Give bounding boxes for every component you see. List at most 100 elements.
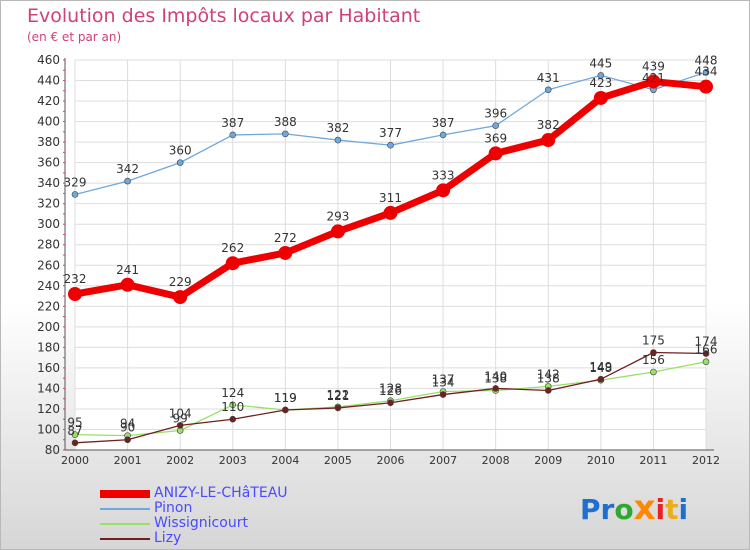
data-point [330,224,345,239]
data-point [176,159,184,166]
x-tick-label: 2004 [271,454,299,467]
y-tick-label: 260 [37,258,60,272]
data-label: 382 [326,121,349,135]
y-tick-label: 320 [37,197,60,211]
data-label: 388 [274,115,297,129]
data-label: 119 [274,391,297,405]
data-point [225,256,240,271]
data-label: 128 [379,382,402,396]
data-point [593,90,608,105]
data-label: 156 [642,353,665,367]
data-label: 434 [695,65,718,79]
data-label: 174 [695,335,718,349]
data-label: 396 [484,107,507,121]
data-label: 342 [116,162,139,176]
x-tick-label: 2006 [377,454,405,467]
data-label: 126 [379,384,402,398]
data-label: 95 [67,416,82,430]
data-label: 138 [484,371,507,385]
y-tick-label: 80 [45,443,60,457]
data-point [120,277,135,292]
data-point [71,431,79,438]
data-label: 121 [326,389,349,403]
data-point [383,205,398,220]
data-point [597,72,605,79]
x-tick-label: 2010 [587,454,615,467]
brand-letter: r [600,493,615,526]
y-tick-label: 220 [37,299,60,313]
legend-label: Wissignicourt [154,515,248,531]
data-point [334,404,342,412]
x-tick-label: 2003 [219,454,247,467]
data-label: 293 [326,209,349,223]
chart-subtitle: (en € et par an) [27,30,122,44]
data-label: 229 [169,275,192,289]
data-point [544,387,552,394]
x-tick-label: 2009 [534,454,562,467]
data-point [278,245,293,260]
y-tick-label: 280 [37,238,60,252]
data-point [229,131,237,139]
proxiti-logo: Proxiti [580,488,688,528]
legend-label: ANIZY-LE-CHâTEAU [154,485,288,501]
data-point [492,122,499,129]
legend-item: Lizy [100,530,360,546]
x-tick-label: 2005 [324,454,352,467]
data-point [541,133,556,148]
x-tick-label: 2011 [639,454,667,467]
data-point [650,349,657,356]
data-point [650,368,657,376]
data-point [488,146,503,161]
data-point [229,401,237,409]
y-tick-label: 160 [37,361,60,375]
data-label: 329 [64,175,87,189]
data-label: 333 [432,168,455,182]
legend-item: Pinon [100,500,360,516]
data-point [646,74,661,89]
data-point [176,422,184,429]
data-label: 232 [64,272,87,286]
legend-item: Wissignicourt [100,515,360,531]
brand-letter: x [633,488,656,528]
data-point [597,375,605,383]
x-tick-label: 2001 [114,454,142,467]
data-label: 377 [379,126,402,140]
data-label: 124 [221,386,244,400]
data-label: 94 [120,417,135,431]
brand-letter: t [665,493,679,526]
data-point [702,69,710,76]
y-tick-label: 100 [37,422,60,436]
legend-swatch [100,490,150,498]
y-tick-label: 360 [37,156,60,170]
chart-title: Evolution des Impôts locaux par Habitant [27,5,421,27]
data-point [436,183,451,198]
data-label: 445 [589,56,612,70]
y-tick-label: 420 [37,94,60,108]
legend: ANIZY-LE-CHâTEAU Pinon Wissignicourt Lizy [100,485,360,546]
data-point [229,415,237,423]
data-point [282,130,289,138]
y-tick-label: 400 [37,115,60,129]
data-label: 241 [116,263,139,277]
data-label: 166 [695,343,718,357]
data-label: 421 [642,71,665,85]
legend-item: ANIZY-LE-CHâTEAU [100,485,360,501]
data-label: 87 [67,424,82,438]
data-point [71,439,79,447]
y-tick-label: 460 [37,53,60,67]
data-label: 90 [120,421,135,435]
data-point [387,141,394,149]
data-point [282,406,289,414]
y-tick-label: 180 [37,340,60,354]
brand-letter: i [655,493,666,526]
data-point [71,191,79,198]
data-label: 104 [169,406,192,420]
y-tick-label: 300 [37,217,60,231]
data-label: 448 [695,53,718,67]
legend-swatch [100,523,150,525]
data-point [702,358,710,366]
data-label: 387 [221,116,244,130]
x-tick-label: 2012 [692,454,720,467]
data-label: 360 [169,144,192,158]
